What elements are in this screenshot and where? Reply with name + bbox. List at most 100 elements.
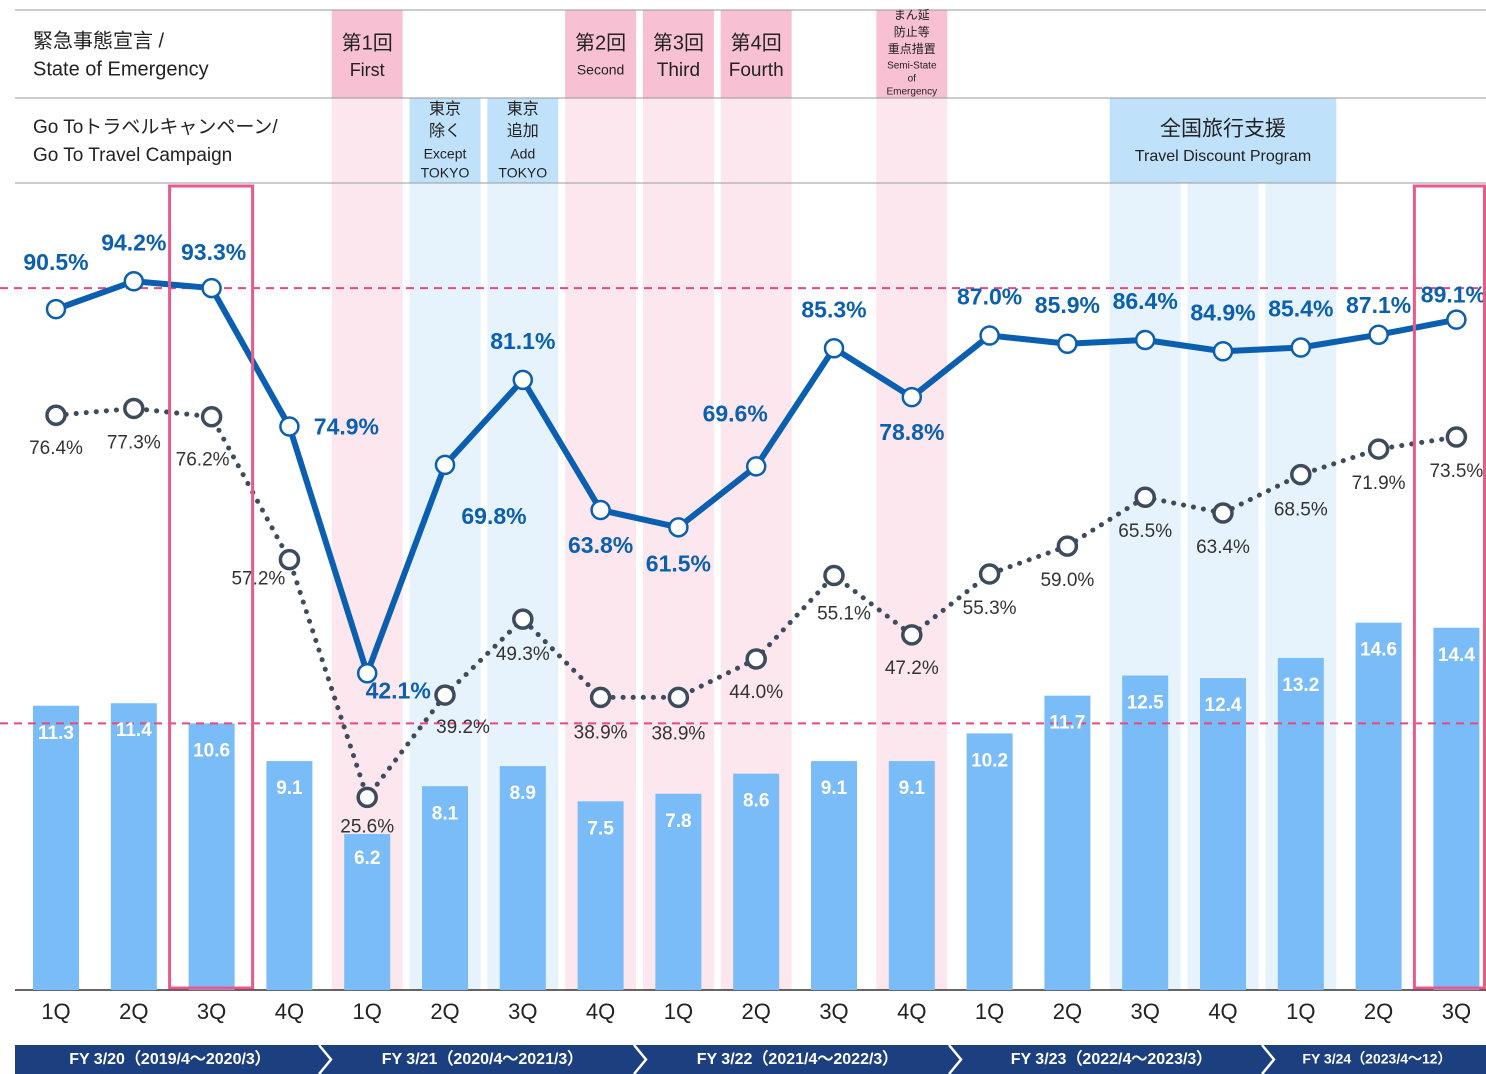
x-tick-label: 4Q	[586, 999, 615, 1024]
emergency-text: Second	[577, 62, 624, 78]
campaign-cell	[1109, 98, 1337, 183]
point	[1134, 329, 1156, 351]
data-label: 38.9%	[574, 722, 628, 743]
x-tick-label: 3Q	[1131, 999, 1160, 1024]
campaign-text: 東京	[507, 100, 539, 118]
point	[901, 386, 923, 408]
point	[1212, 341, 1234, 362]
data-label: 49.3%	[496, 644, 550, 665]
emergency-text: Third	[657, 60, 700, 81]
point	[200, 405, 223, 428]
point	[823, 338, 845, 359]
data-label: 90.5%	[23, 249, 88, 275]
campaign-text: 除く	[429, 122, 461, 140]
bar	[110, 703, 157, 990]
fiscal-band	[15, 1045, 1486, 1074]
bar	[811, 761, 857, 990]
bar-label: 6.2	[354, 848, 380, 869]
emergency-text: First	[350, 60, 385, 80]
bar-label: 7.8	[665, 811, 691, 832]
bar-label: 11.4	[116, 720, 152, 741]
point	[1290, 463, 1312, 486]
campaign-text: 東京	[429, 100, 461, 118]
campaign-text: 追加	[507, 122, 539, 140]
point	[668, 517, 689, 538]
data-label: 85.4%	[1268, 296, 1333, 322]
x-tick-label: 2Q	[1053, 999, 1082, 1024]
emergency-text: Emergency	[887, 87, 938, 98]
emergency-cell	[876, 10, 948, 98]
point	[1057, 333, 1078, 354]
bar	[888, 761, 935, 990]
campaign-text: Add	[510, 146, 535, 162]
bar-label: 9.1	[276, 778, 303, 799]
point	[1134, 486, 1156, 508]
campaign-text: TOKYO	[498, 165, 547, 181]
campaign-text: 全国旅行支援	[1160, 118, 1286, 141]
point	[1446, 309, 1467, 330]
data-label: 81.1%	[490, 328, 555, 354]
campaign-cell	[487, 98, 559, 183]
x-tick-label: 4Q	[1208, 999, 1237, 1024]
x-tick-label: 3Q	[1442, 999, 1471, 1024]
point	[745, 456, 767, 477]
emergency-text: 第3回	[653, 31, 704, 54]
emergency-text: of	[908, 74, 917, 85]
point	[356, 663, 378, 684]
fiscal-year-label: FY 3/24（2023/4～12）	[1302, 1051, 1451, 1067]
bar-label: 12.4	[1205, 695, 1242, 716]
emergency-cell	[331, 10, 403, 98]
x-tick-label: 1Q	[975, 999, 1004, 1024]
point	[512, 369, 534, 391]
bar	[1044, 695, 1091, 990]
data-label: 71.9%	[1352, 473, 1406, 494]
point	[590, 499, 611, 521]
data-label: 93.3%	[181, 239, 246, 265]
point	[45, 404, 67, 426]
bar-label: 10.6	[193, 740, 230, 761]
bar	[1200, 678, 1246, 990]
data-label: 87.1%	[1346, 292, 1411, 318]
data-label: 78.8%	[879, 419, 944, 445]
x-tick-label: 3Q	[819, 999, 848, 1024]
data-label: 59.0%	[1040, 570, 1094, 591]
point	[45, 298, 67, 320]
header-label: Go Toトラベルキャンペーン/	[33, 117, 278, 138]
x-tick-label: 1Q	[664, 999, 693, 1024]
data-label: 44.0%	[729, 682, 783, 703]
bar	[1277, 657, 1324, 990]
fiscal-year-label: FY 3/22（2021/4～2022/3）	[697, 1050, 899, 1068]
point	[1056, 535, 1079, 557]
bar-label: 10.2	[971, 750, 1008, 771]
fiscal-year-label: FY 3/21（2020/4～2021/3）	[382, 1050, 584, 1068]
emergency-text: 防止等	[894, 24, 930, 39]
bar	[188, 723, 235, 990]
x-tick-label: 4Q	[897, 999, 926, 1024]
fiscal-separator	[948, 1044, 963, 1074]
header-label: State of Emergency	[33, 58, 209, 80]
data-label: 76.2%	[176, 450, 230, 471]
bar	[344, 834, 391, 990]
x-tick-label: 3Q	[508, 999, 537, 1024]
emergency-text: 重点措置	[888, 42, 936, 56]
data-label: 63.4%	[1196, 537, 1250, 558]
point	[823, 564, 845, 587]
bar-label: 14.6	[1360, 640, 1397, 661]
bar-label: 9.1	[821, 778, 848, 799]
emergency-cell	[720, 10, 792, 98]
point	[978, 563, 1001, 585]
point	[123, 397, 145, 420]
bar-label: 14.4	[1438, 645, 1475, 666]
data-label: 61.5%	[646, 550, 711, 576]
emergency-text: 第1回	[342, 31, 393, 54]
bar-label: 12.5	[1127, 693, 1164, 714]
data-label: 94.2%	[101, 229, 166, 255]
fiscal-separator	[1261, 1044, 1276, 1074]
x-tick-label: 1Q	[1286, 999, 1315, 1024]
point	[1212, 502, 1234, 524]
emergency-cell	[565, 10, 637, 98]
data-label: 73.5%	[1429, 461, 1483, 482]
point	[979, 325, 1000, 346]
campaign-text: Except	[424, 146, 467, 162]
bar	[266, 761, 313, 990]
